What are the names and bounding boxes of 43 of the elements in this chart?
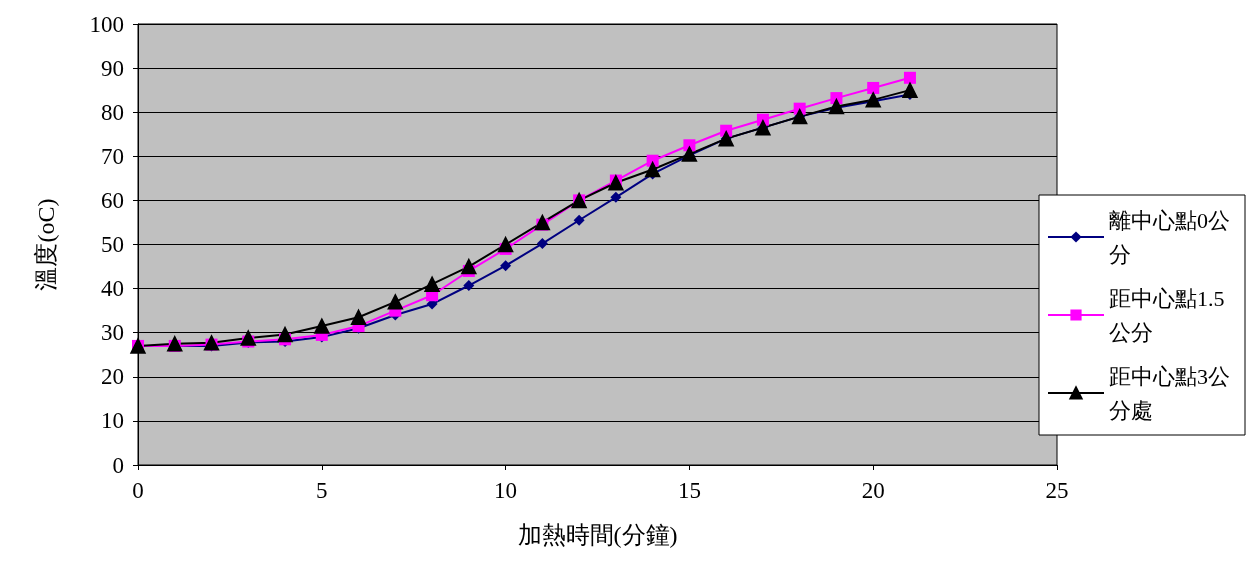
point [903, 71, 916, 84]
legend-label: 距中心點3公分處 [1109, 363, 1230, 423]
y-tick-label: 70 [101, 143, 124, 169]
y-tick-label: 100 [89, 11, 124, 37]
y-tick-label: 30 [101, 320, 124, 346]
point [644, 161, 661, 178]
point [573, 214, 585, 226]
point [461, 258, 477, 275]
y-axis-title: 溫度(oC) [33, 198, 59, 291]
point [240, 330, 257, 346]
point [500, 260, 512, 272]
point [902, 82, 918, 98]
point [867, 81, 880, 94]
point [277, 326, 293, 343]
y-tick-label: 80 [101, 99, 124, 125]
x-tick-label: 20 [861, 478, 885, 503]
y-tick-label: 60 [101, 187, 124, 213]
x-tick-label: 5 [316, 478, 328, 503]
y-tick-label: 40 [101, 276, 124, 302]
point [608, 175, 624, 191]
y-tick-label: 10 [101, 408, 124, 434]
y-tick-label: 90 [101, 55, 124, 81]
y-tick-label: 0 [112, 452, 124, 478]
point [497, 236, 514, 253]
legend-label: 距中心點1.5公分 [1109, 285, 1225, 345]
point [314, 318, 330, 334]
point [828, 98, 845, 115]
legend-label: 離中心點0公分 [1109, 207, 1230, 267]
y-tick-label: 20 [101, 364, 124, 390]
point [167, 335, 183, 352]
x-tick-label: 0 [132, 478, 144, 503]
x-tick-label: 25 [1045, 478, 1069, 503]
point [534, 214, 551, 231]
x-tick-label: 15 [677, 478, 701, 503]
point [536, 238, 548, 250]
x-axis-title: 加熱時間(分鐘) [517, 522, 678, 548]
point [610, 191, 622, 203]
y-tick-label: 50 [101, 232, 124, 257]
point [463, 280, 475, 292]
x-tick-label: 10 [494, 478, 518, 503]
point [424, 276, 440, 292]
point [350, 309, 367, 326]
point [387, 294, 404, 310]
